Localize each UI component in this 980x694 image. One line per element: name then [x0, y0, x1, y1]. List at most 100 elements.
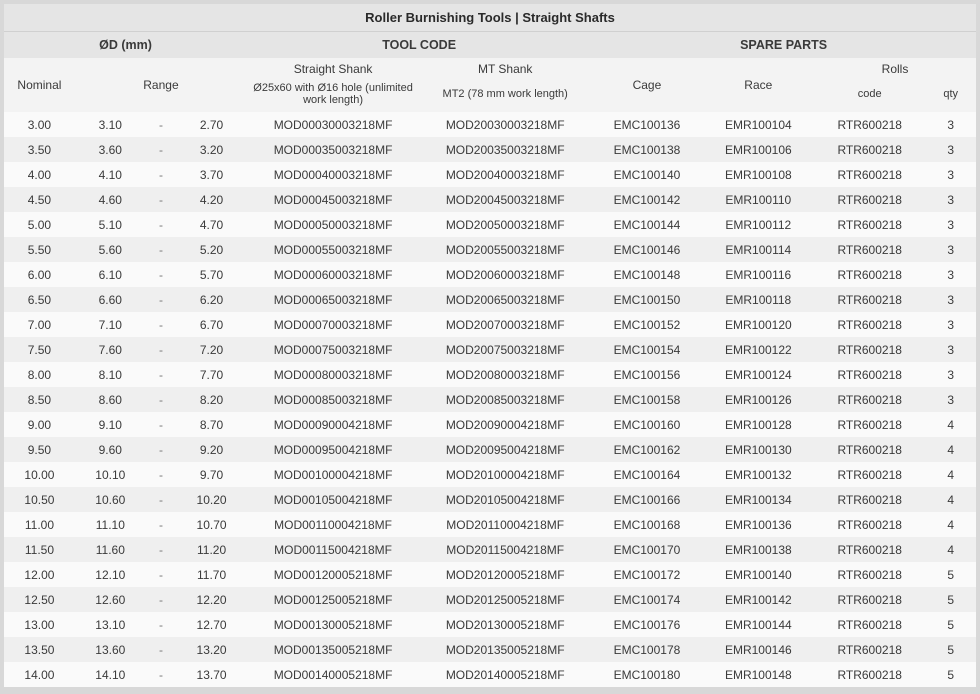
cell-range-low: 13.70	[176, 662, 247, 687]
cell-straight-code: MOD00030003218MF	[247, 112, 419, 137]
cell-straight-code: MOD00100004218MF	[247, 462, 419, 487]
table-title: Roller Burnishing Tools | Straight Shaft…	[4, 4, 976, 32]
cell-range-dash: -	[146, 112, 176, 137]
table-row: 11.0011.10-10.70MOD00110004218MFMOD20110…	[4, 512, 976, 537]
cell-range-high: 13.10	[75, 612, 146, 637]
table-row: 6.006.10-5.70MOD00060003218MFMOD20060003…	[4, 262, 976, 287]
cell-roll-code: RTR600218	[814, 537, 925, 562]
cell-cage: EMC100146	[591, 237, 702, 262]
cell-cage: EMC100158	[591, 387, 702, 412]
table-header: Roller Burnishing Tools | Straight Shaft…	[4, 4, 976, 112]
cell-range-dash: -	[146, 287, 176, 312]
table-row: 7.007.10-6.70MOD00070003218MFMOD20070003…	[4, 312, 976, 337]
cell-roll-qty: 5	[925, 662, 976, 687]
cell-roll-qty: 3	[925, 362, 976, 387]
cell-roll-code: RTR600218	[814, 187, 925, 212]
header-race: Race	[703, 58, 814, 112]
cell-roll-code: RTR600218	[814, 462, 925, 487]
cell-range-high: 3.60	[75, 137, 146, 162]
cell-range-dash: -	[146, 337, 176, 362]
cell-roll-qty: 5	[925, 612, 976, 637]
cell-race: EMR100138	[703, 537, 814, 562]
cell-mt-code: MOD20080003218MF	[419, 362, 591, 387]
table-row: 12.5012.60-12.20MOD00125005218MFMOD20125…	[4, 587, 976, 612]
cell-roll-qty: 3	[925, 162, 976, 187]
cell-race: EMR100106	[703, 137, 814, 162]
cell-cage: EMC100164	[591, 462, 702, 487]
cell-range-low: 11.20	[176, 537, 247, 562]
cell-cage: EMC100144	[591, 212, 702, 237]
cell-roll-qty: 3	[925, 387, 976, 412]
cell-straight-code: MOD00115004218MF	[247, 537, 419, 562]
table-row: 13.0013.10-12.70MOD00130005218MFMOD20130…	[4, 612, 976, 637]
cell-cage: EMC100180	[591, 662, 702, 687]
table-row: 9.509.60-9.20MOD00095004218MFMOD20095004…	[4, 437, 976, 462]
cell-straight-code: MOD00095004218MF	[247, 437, 419, 462]
cell-nominal: 8.00	[4, 362, 75, 387]
cell-range-high: 14.10	[75, 662, 146, 687]
cell-range-low: 5.70	[176, 262, 247, 287]
cell-range-dash: -	[146, 262, 176, 287]
cell-cage: EMC100140	[591, 162, 702, 187]
cell-mt-code: MOD20100004218MF	[419, 462, 591, 487]
cell-nominal: 6.00	[4, 262, 75, 287]
cell-range-high: 10.10	[75, 462, 146, 487]
cell-nominal: 12.50	[4, 587, 75, 612]
table-row: 3.503.60-3.20MOD00035003218MFMOD20035003…	[4, 137, 976, 162]
cell-roll-code: RTR600218	[814, 487, 925, 512]
cell-cage: EMC100154	[591, 337, 702, 362]
cell-nominal: 7.00	[4, 312, 75, 337]
cell-race: EMR100128	[703, 412, 814, 437]
table-row: 10.0010.10-9.70MOD00100004218MFMOD201000…	[4, 462, 976, 487]
cell-mt-code: MOD20050003218MF	[419, 212, 591, 237]
cell-race: EMR100148	[703, 662, 814, 687]
cell-range-low: 9.70	[176, 462, 247, 487]
cell-cage: EMC100136	[591, 112, 702, 137]
cell-roll-qty: 3	[925, 137, 976, 162]
cell-roll-qty: 3	[925, 312, 976, 337]
cell-range-high: 11.60	[75, 537, 146, 562]
cell-straight-code: MOD00070003218MF	[247, 312, 419, 337]
cell-roll-code: RTR600218	[814, 662, 925, 687]
cell-range-low: 8.20	[176, 387, 247, 412]
table-row: 13.5013.60-13.20MOD00135005218MFMOD20135…	[4, 637, 976, 662]
cell-race: EMR100120	[703, 312, 814, 337]
cell-straight-code: MOD00075003218MF	[247, 337, 419, 362]
cell-range-low: 12.70	[176, 612, 247, 637]
cell-straight-code: MOD00060003218MF	[247, 262, 419, 287]
cell-roll-code: RTR600218	[814, 412, 925, 437]
cell-range-dash: -	[146, 362, 176, 387]
cell-range-low: 11.70	[176, 562, 247, 587]
table-row: 3.003.10-2.70MOD00030003218MFMOD20030003…	[4, 112, 976, 137]
cell-race: EMR100114	[703, 237, 814, 262]
cell-cage: EMC100148	[591, 262, 702, 287]
cell-roll-qty: 4	[925, 462, 976, 487]
cell-mt-code: MOD20070003218MF	[419, 312, 591, 337]
cell-nominal: 12.00	[4, 562, 75, 587]
cell-roll-qty: 3	[925, 212, 976, 237]
cell-race: EMR100118	[703, 287, 814, 312]
table-row: 5.505.60-5.20MOD00055003218MFMOD20055003…	[4, 237, 976, 262]
cell-roll-code: RTR600218	[814, 512, 925, 537]
cell-straight-code: MOD00050003218MF	[247, 212, 419, 237]
cell-nominal: 3.50	[4, 137, 75, 162]
header-tool-group: TOOL CODE	[247, 32, 591, 59]
cell-nominal: 8.50	[4, 387, 75, 412]
cell-mt-code: MOD20095004218MF	[419, 437, 591, 462]
cell-roll-code: RTR600218	[814, 562, 925, 587]
cell-range-high: 4.60	[75, 187, 146, 212]
cell-range-dash: -	[146, 587, 176, 612]
cell-roll-code: RTR600218	[814, 112, 925, 137]
cell-range-dash: -	[146, 237, 176, 262]
cell-mt-code: MOD20060003218MF	[419, 262, 591, 287]
cell-race: EMR100140	[703, 562, 814, 587]
cell-straight-code: MOD00085003218MF	[247, 387, 419, 412]
cell-race: EMR100110	[703, 187, 814, 212]
header-spare-group: SPARE PARTS	[591, 32, 976, 59]
header-rolls-code: code	[814, 80, 925, 112]
cell-range-dash: -	[146, 387, 176, 412]
cell-cage: EMC100172	[591, 562, 702, 587]
cell-range-low: 10.70	[176, 512, 247, 537]
cell-straight-code: MOD00130005218MF	[247, 612, 419, 637]
cell-roll-code: RTR600218	[814, 137, 925, 162]
